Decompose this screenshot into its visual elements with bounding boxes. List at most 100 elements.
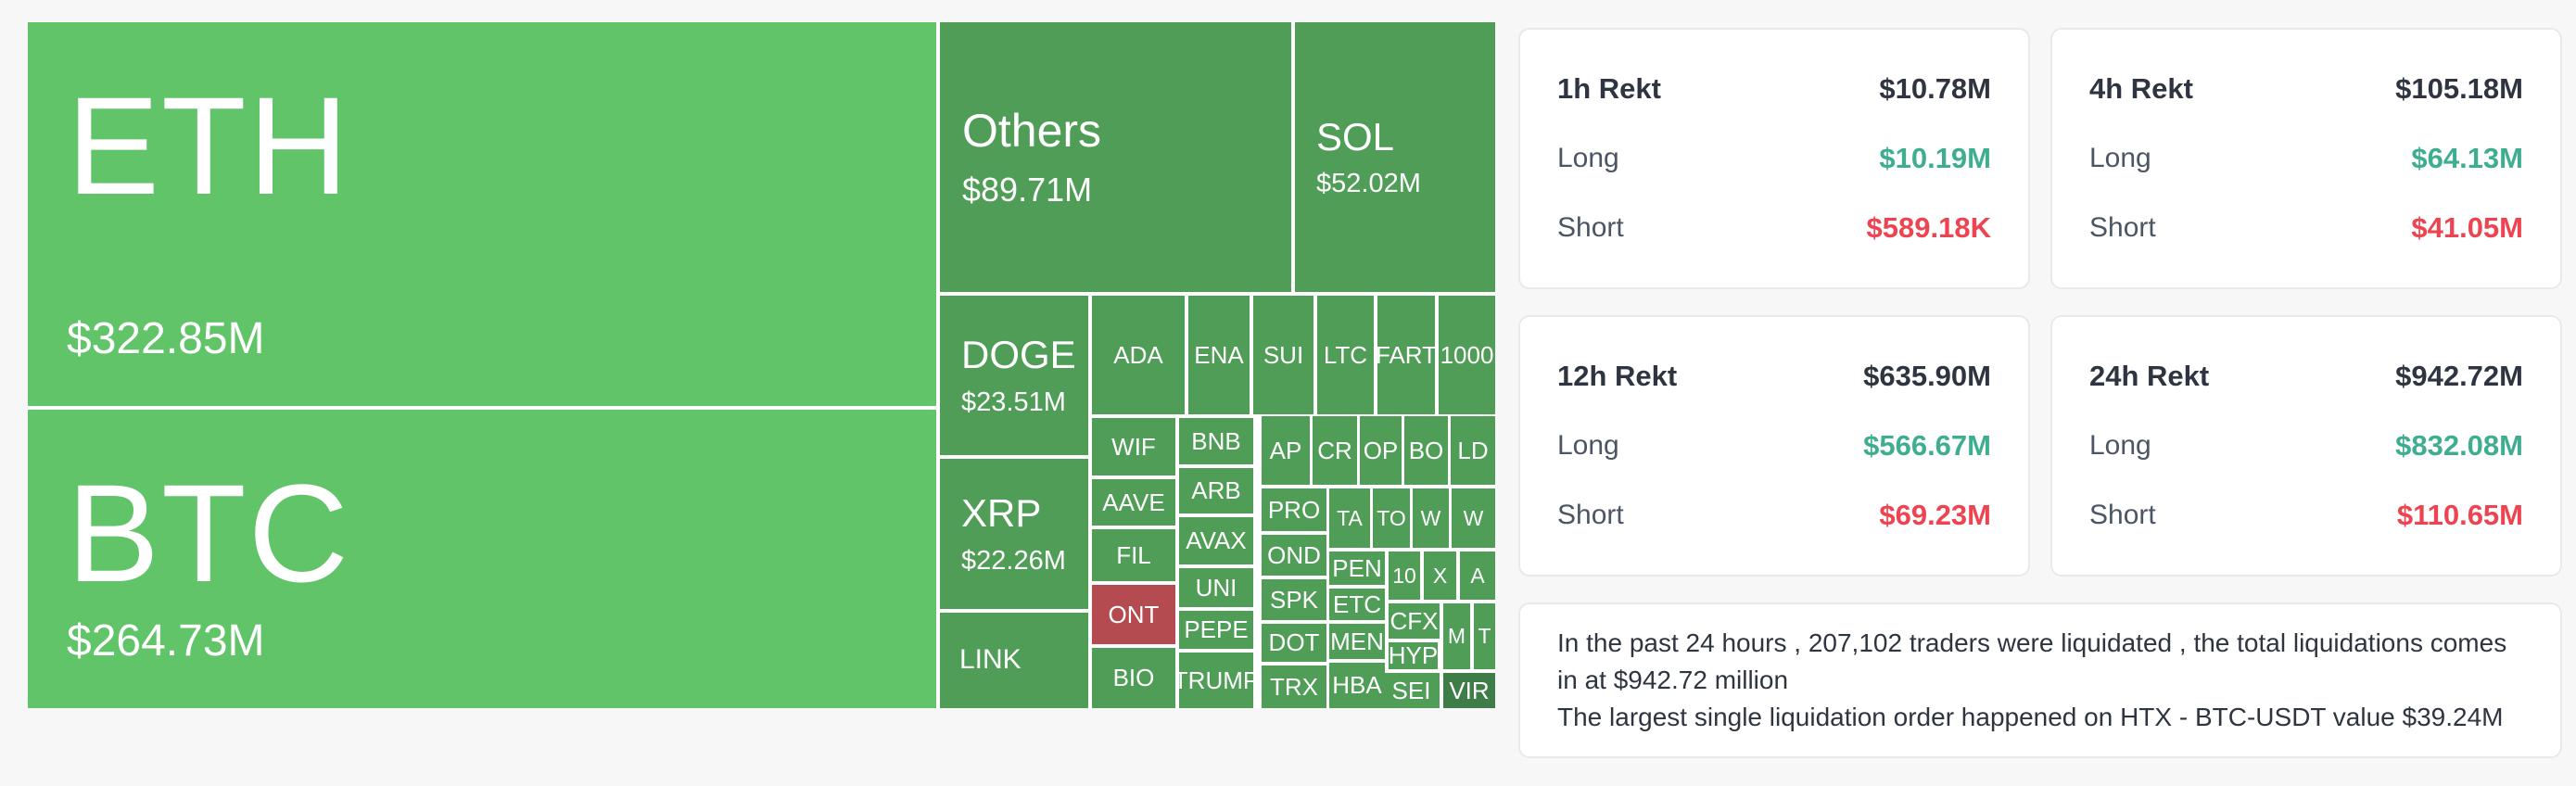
treemap-tile-others[interactable]: Others $89.71M <box>940 22 1291 292</box>
treemap-tile-ond[interactable]: OND <box>1262 535 1326 576</box>
treemap-tile-avax[interactable]: AVAX <box>1179 517 1253 564</box>
tile-symbol: SOL <box>1316 114 1395 158</box>
treemap-tile-ont[interactable]: ONT <box>1092 585 1175 644</box>
short-value: $110.65M <box>2396 499 2523 532</box>
treemap-tile-ena[interactable]: ENA <box>1188 296 1250 414</box>
treemap-tile-op[interactable]: OP <box>1360 416 1402 485</box>
tile-symbol: ADA <box>1113 340 1163 369</box>
treemap-tile-ta[interactable]: TA <box>1329 488 1370 548</box>
treemap-tile-hyp[interactable]: HYP <box>1389 642 1438 669</box>
tile-symbol: BIO <box>1112 664 1155 692</box>
treemap-tile-a[interactable]: A <box>1460 551 1495 600</box>
tile-symbol: BNB <box>1191 426 1241 455</box>
treemap-tile-ada[interactable]: ADA <box>1092 296 1185 414</box>
treemap-tile-doge[interactable]: DOGE $23.51M <box>940 296 1088 455</box>
treemap-tile-eth[interactable]: ETH $322.85M <box>28 22 936 406</box>
rekt-long-row: Long $10.19M <box>1557 142 1991 175</box>
treemap-tile-spk[interactable]: SPK <box>1262 579 1326 620</box>
long-value: $566.67M <box>1863 428 1991 462</box>
rekt-short-row: Short $110.65M <box>2089 499 2523 532</box>
treemap-tile-fart[interactable]: FART <box>1377 296 1435 414</box>
treemap-tile-x[interactable]: X <box>1424 551 1456 600</box>
treemap-tile-w[interactable]: W <box>1413 488 1449 548</box>
treemap-tile-bo[interactable]: BO <box>1404 416 1448 485</box>
rekt-card-1h: 1h Rekt $10.78M Long $10.19M Short $589.… <box>1518 28 2030 289</box>
treemap-tile-cfx[interactable]: CFX <box>1389 603 1440 639</box>
long-value: $832.08M <box>2395 428 2523 462</box>
treemap-tile-w[interactable]: W <box>1452 488 1495 548</box>
rekt-long-row: Long $64.13M <box>2089 142 2523 175</box>
rekt-total-value: $10.78M <box>1879 71 1991 105</box>
treemap-tile-ltc[interactable]: LTC <box>1317 296 1374 414</box>
tile-symbol: BO <box>1408 436 1444 464</box>
liquidation-treemap: ETH $322.85M BTC $264.73M Others $89.71M SOL $5… <box>28 22 1495 708</box>
treemap-tile-cr[interactable]: CR <box>1313 416 1357 485</box>
tile-symbol: FART <box>1377 340 1435 369</box>
short-value: $589.18K <box>1866 211 1991 245</box>
tile-symbol: T <box>1478 624 1491 649</box>
treemap-tile-aave[interactable]: AAVE <box>1092 479 1175 526</box>
treemap-tile-dot[interactable]: DOT <box>1262 624 1326 662</box>
treemap-tile-link[interactable]: LINK <box>940 613 1088 708</box>
treemap-tile-uni[interactable]: UNI <box>1179 568 1253 607</box>
tile-symbol: ONT <box>1108 600 1160 628</box>
rekt-total-value: $105.18M <box>2395 71 2523 105</box>
tile-symbol: WIF <box>1111 432 1156 461</box>
treemap-tile-10[interactable]: 10 <box>1389 551 1420 600</box>
treemap-tile-btc[interactable]: BTC $264.73M <box>28 410 936 708</box>
tile-symbol: BTC <box>67 455 350 611</box>
rekt-total-row: 24h Rekt $942.72M <box>2089 360 2523 393</box>
rekt-long-row: Long $832.08M <box>2089 429 2523 463</box>
treemap-tile-vir[interactable]: VIR <box>1443 673 1495 708</box>
treemap-tile-sui[interactable]: SUI <box>1253 296 1313 414</box>
rekt-card-title: 12h Rekt <box>1557 359 1678 392</box>
tile-symbol: HYP <box>1389 642 1438 669</box>
treemap-tile-ld[interactable]: LD <box>1451 416 1495 485</box>
treemap-tile-1000[interactable]: 1000 <box>1439 296 1495 414</box>
treemap-tile-xrp[interactable]: XRP $22.26M <box>940 459 1088 609</box>
treemap-tile-pepe[interactable]: PEPE <box>1179 611 1253 649</box>
rekt-short-row: Short $589.18K <box>1557 211 1991 245</box>
tile-symbol: TA <box>1337 505 1363 530</box>
rekt-short-row: Short $69.23M <box>1557 499 1991 532</box>
treemap-tile-bio[interactable]: BIO <box>1092 648 1175 708</box>
tile-symbol: M <box>1447 624 1466 649</box>
treemap-tile-sei[interactable]: SEI <box>1383 673 1440 708</box>
treemap-tile-hba[interactable]: HBA <box>1329 663 1385 708</box>
rekt-card-title: 4h Rekt <box>2089 71 2193 105</box>
rekt-total-value: $942.72M <box>2395 359 2523 392</box>
tile-symbol: SEI <box>1391 676 1431 704</box>
treemap-tile-trx[interactable]: TRX <box>1262 666 1326 708</box>
treemap-tile-trump[interactable]: TRUMP <box>1179 653 1253 708</box>
treemap-tile-sol[interactable]: SOL $52.02M <box>1295 22 1495 292</box>
tile-symbol: AVAX <box>1186 526 1247 555</box>
treemap-tile-m[interactable]: M <box>1443 603 1470 669</box>
treemap-tile-wif[interactable]: WIF <box>1092 418 1175 475</box>
summary-line-1: In the past 24 hours , 207,102 traders w… <box>1557 628 2507 694</box>
short-label: Short <box>1557 212 1624 244</box>
rekt-total-row: 12h Rekt $635.90M <box>1557 360 1991 393</box>
tile-symbol: LTC <box>1323 340 1368 369</box>
tile-symbol: W <box>1463 505 1484 530</box>
treemap-tile-bnb[interactable]: BNB <box>1179 418 1253 464</box>
treemap-tile-arb[interactable]: ARB <box>1179 468 1253 513</box>
treemap-tile-etc[interactable]: ETC <box>1329 589 1385 620</box>
long-value: $10.19M <box>1879 141 1991 174</box>
tile-symbol: CR <box>1317 436 1352 464</box>
tile-symbol: Others <box>962 105 1102 158</box>
short-value: $41.05M <box>2411 211 2523 245</box>
treemap-tile-ap[interactable]: AP <box>1262 416 1310 485</box>
treemap-tile-fil[interactable]: FIL <box>1092 529 1175 581</box>
long-label: Long <box>2089 142 2151 173</box>
treemap-tile-pro[interactable]: PRO <box>1262 488 1326 531</box>
treemap-tile-pen[interactable]: PEN <box>1329 551 1385 585</box>
tile-symbol: PEPE <box>1184 615 1249 644</box>
treemap-tile-t[interactable]: T <box>1474 603 1495 669</box>
treemap-tile-men[interactable]: MEN <box>1329 624 1385 659</box>
rekt-short-row: Short $41.05M <box>2089 211 2523 245</box>
treemap-tile-to[interactable]: TO <box>1373 488 1410 548</box>
tile-symbol: X <box>1432 563 1448 588</box>
tile-symbol: PEN <box>1332 553 1382 582</box>
tile-symbol: UNI <box>1195 573 1237 602</box>
